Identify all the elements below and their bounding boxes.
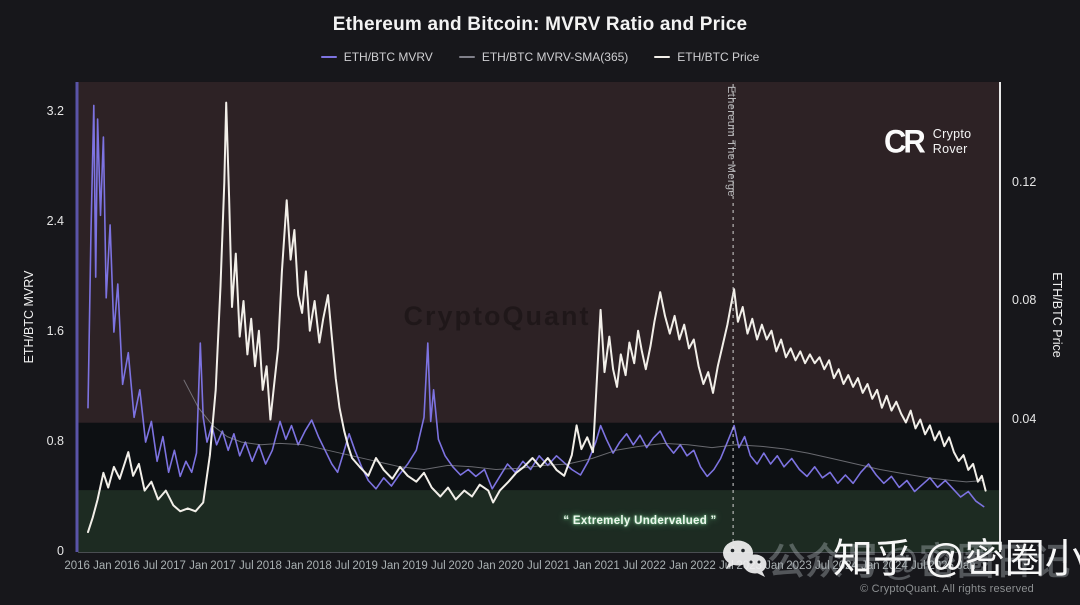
left-axis-title: ETH/BTC MVRV [22, 270, 36, 364]
x-axis-tick-label: 2021 Jul [594, 560, 638, 572]
extremely-undervalued-label: “ Extremely Undervalued ” [563, 515, 717, 527]
x-axis-tick-label: 2020 Jan [448, 560, 496, 572]
crypto-rover-logo-line2: Rover [932, 141, 968, 156]
x-axis-tick-label: 2017 Jul [210, 560, 254, 572]
x-axis-tick-label: 2020 Jul [498, 560, 542, 572]
x-axis-tick-label: 2023 Jul [786, 560, 830, 572]
x-axis-tick-label: 2024 Jul [882, 560, 926, 572]
legend-label: ETH/BTC MVRV [343, 50, 433, 64]
left-axis-tick-label: 2.4 [46, 214, 64, 229]
crypto-rover-logo-text: Crypto Rover [933, 127, 972, 156]
zhihu-watermark: 知乎 @密圈小Q [833, 537, 1080, 581]
left-axis-tick-label: 3.2 [46, 104, 64, 119]
crypto-rover-logo-icon: CR [884, 123, 926, 160]
crypto-rover-logo: CR Crypto Rover [884, 123, 972, 160]
right-axis-tick-label: 0.08 [1012, 293, 1037, 308]
overvalued-band [78, 81, 1000, 423]
x-axis-tick-label: 2016 Jul [114, 560, 158, 572]
x-axis-tick-label: 2019 Jul [402, 560, 446, 572]
merge-annotation-label: Ethereum The Merge [725, 86, 737, 197]
chart-title: Ethereum and Bitcoin: MVRV Ratio and Pri… [332, 14, 748, 35]
legend-label: ETH/BTC MVRV-SMA(365) [481, 50, 629, 64]
chart-legend: ETH/BTC MVRV ETH/BTC MVRV-SMA(365) ETH/BTC… [0, 50, 1080, 64]
right-axis-tick-label: 0.04 [1012, 411, 1037, 426]
x-axis-tick-label: 2024 Jan [832, 560, 880, 572]
x-axis-tick-label: 2025 Jan [928, 560, 976, 572]
x-axis-tick-label: 2022 Jul [690, 560, 734, 572]
legend-item-0[interactable]: ETH/BTC MVRV [320, 50, 433, 64]
legend-item-1[interactable]: ETH/BTC MVRV-SMA(365) [458, 50, 629, 64]
legend-item-2[interactable]: ETH/BTC Price [654, 50, 759, 64]
x-axis-tick-label: 2016 Jan [64, 560, 112, 572]
copyright-notice: © CryptoQuant. All rights reserved [860, 583, 1034, 595]
series-line-2 [87, 101, 987, 534]
x-axis-tick-label: 2018 Jul [306, 560, 350, 572]
legend-marker-icon [458, 56, 475, 58]
cryptoquant-watermark: CryptoQuant [404, 301, 591, 331]
right-axis-tick-label: 0.12 [1012, 174, 1037, 189]
wechat-icon [723, 540, 767, 577]
left-axis-tick-label: 0 [57, 544, 64, 558]
x-axis-tick-label: 2019 Jan [352, 560, 400, 572]
legend-label: ETH/BTC Price [677, 50, 760, 64]
series-line-0 [87, 104, 985, 508]
extremely-undervalued-band [78, 490, 1000, 552]
left-axis-tick-label: 0.8 [46, 434, 64, 449]
crypto-rover-logo-line1: Crypto [932, 127, 972, 142]
x-axis-tick-label: 2018 Jan [256, 560, 304, 572]
legend-marker-icon [320, 56, 337, 58]
x-axis-tick-label: 2021 Jan [544, 560, 592, 572]
x-axis-tick-label: 2022 Jan [640, 560, 688, 572]
x-axis-tick-label: 2017 Jan [160, 560, 208, 572]
left-axis-tick-label: 1.6 [46, 324, 64, 339]
right-axis-title: ETH/BTC Price [1050, 272, 1064, 358]
legend-marker-icon [654, 56, 671, 58]
wechat-watermark-text: 公众号@密圈日记 [768, 541, 1072, 582]
